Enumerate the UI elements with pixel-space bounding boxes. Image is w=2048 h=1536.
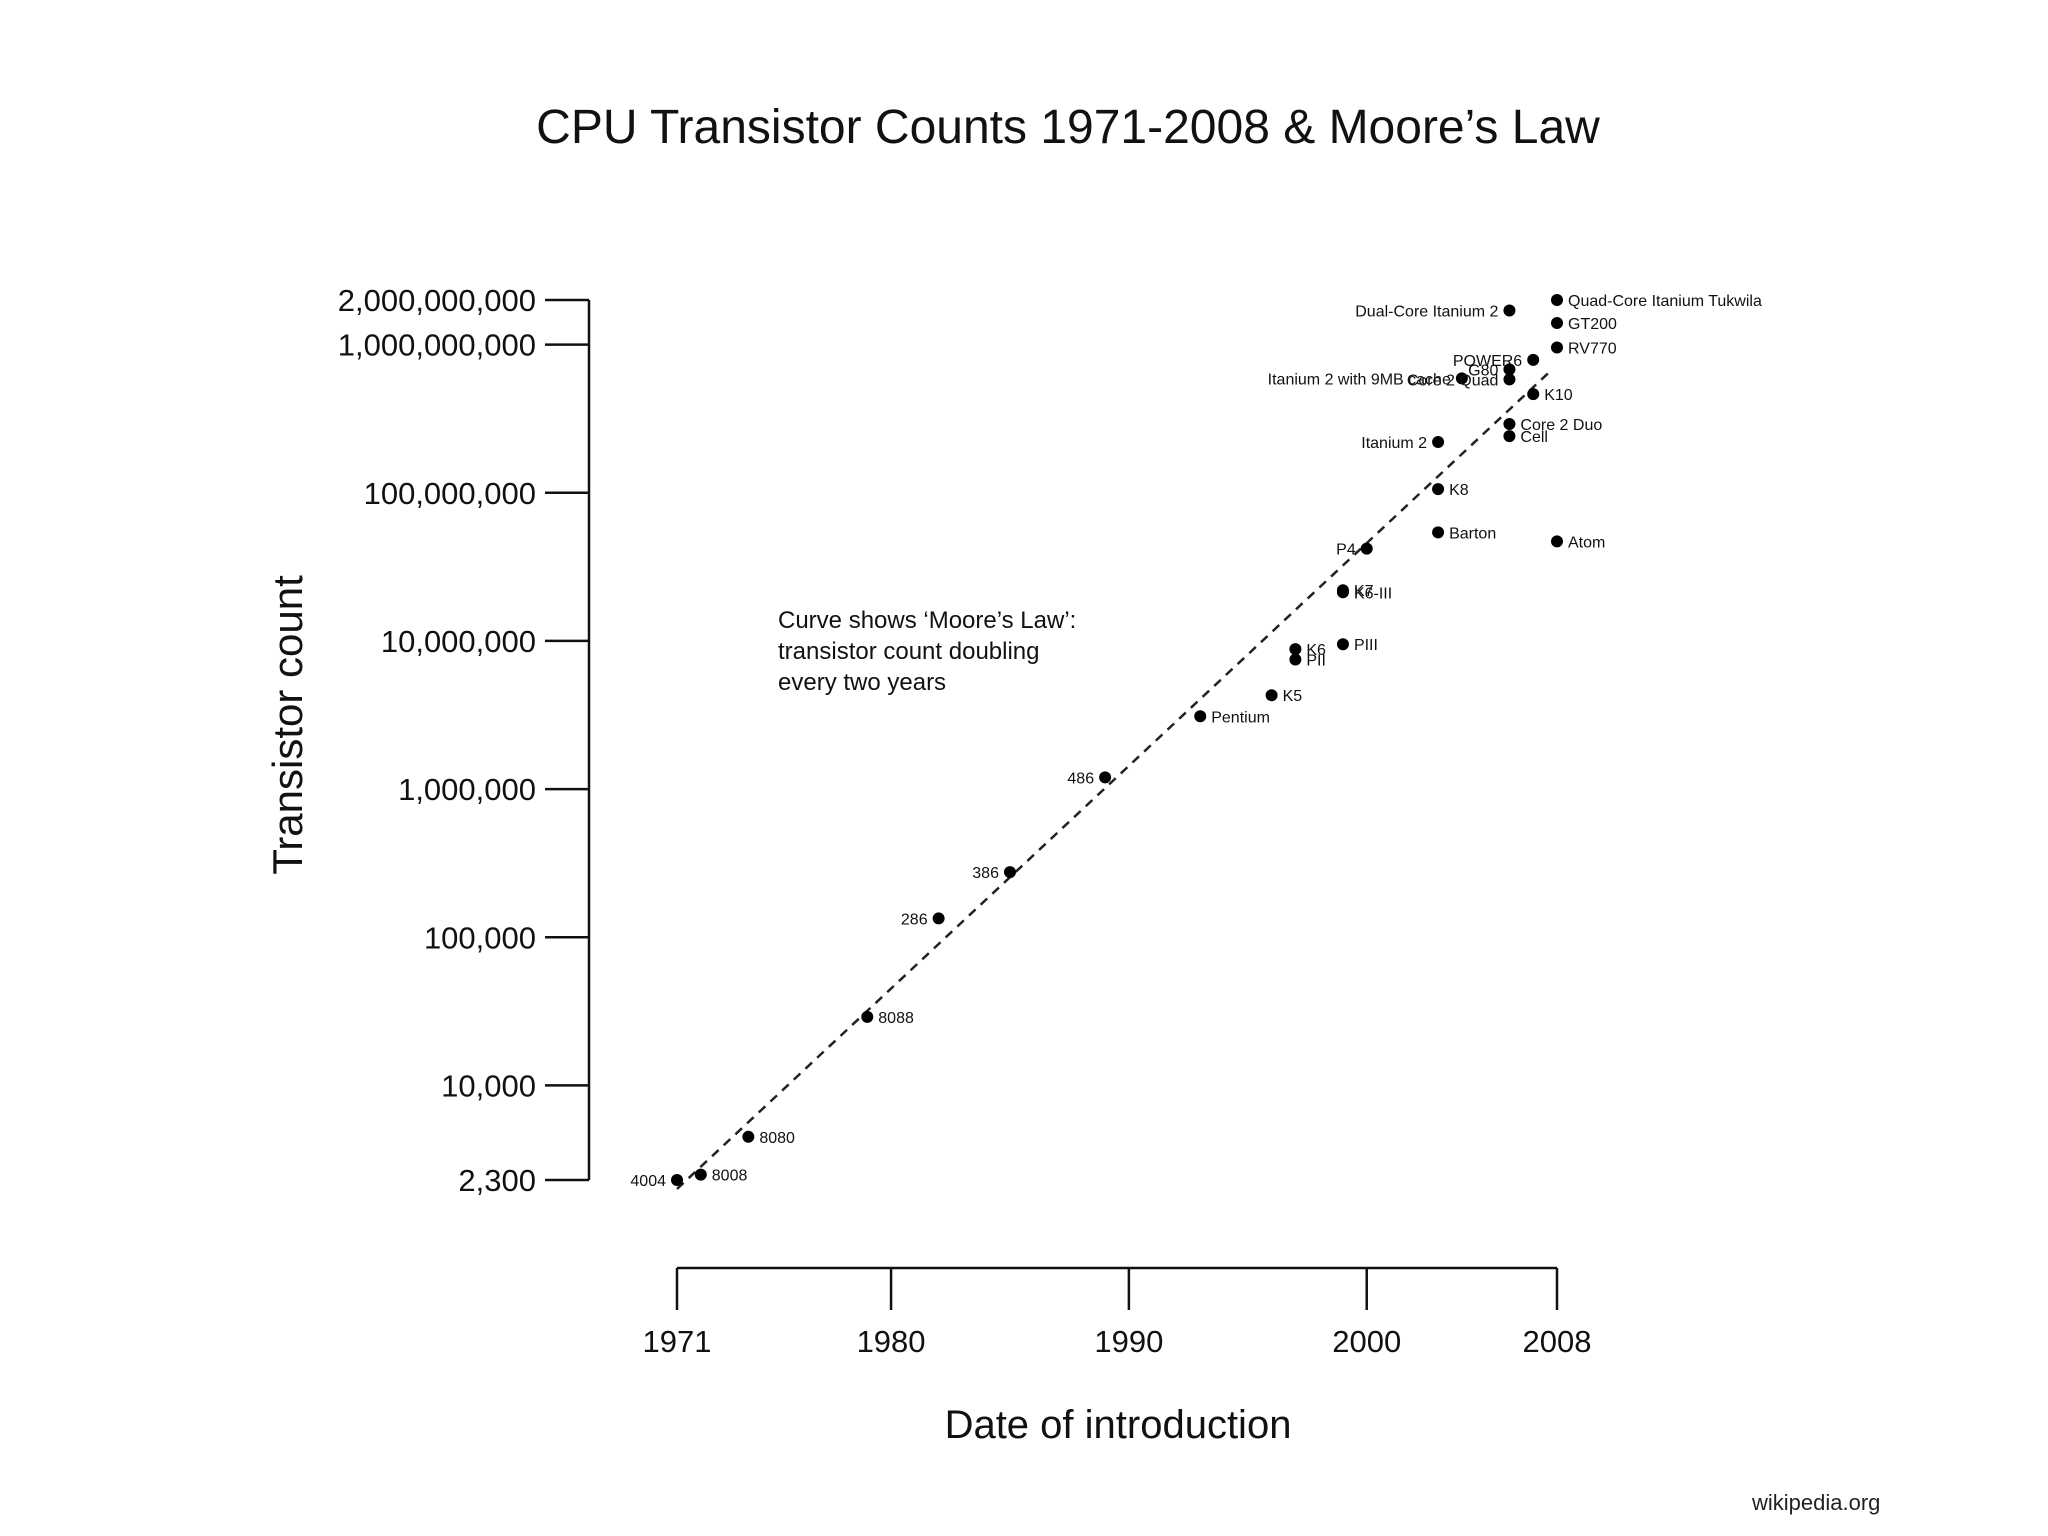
data-point-label: K8 xyxy=(1449,482,1469,499)
data-point xyxy=(1551,316,1563,329)
data-point-label: Itanium 2 xyxy=(1361,435,1427,452)
y-tick-label: 2,300 xyxy=(458,1163,536,1198)
y-tick-label: 100,000,000 xyxy=(364,476,536,511)
y-axis-label: Transistor count xyxy=(264,575,311,875)
data-point-label: K7 xyxy=(1354,583,1374,600)
data-point-label: 8008 xyxy=(712,1168,748,1185)
data-point-label: Itanium 2 with 9MB cache xyxy=(1268,371,1451,388)
data-point xyxy=(1003,866,1016,879)
data-point-label: 386 xyxy=(972,865,999,882)
data-point xyxy=(1099,771,1112,784)
x-tick-label: 1990 xyxy=(1094,1324,1163,1359)
data-point xyxy=(1503,430,1516,443)
x-tick-label: 1971 xyxy=(643,1324,712,1359)
data-point xyxy=(1551,294,1563,306)
data-point-label: Cell xyxy=(1520,429,1548,446)
data-point xyxy=(1336,638,1349,651)
data-point-label: 486 xyxy=(1067,770,1094,787)
data-point-label: GT200 xyxy=(1568,316,1617,333)
data-point-label: 8080 xyxy=(759,1130,795,1147)
data-point xyxy=(861,1010,874,1023)
data-point-label: Dual-Core Itanium 2 xyxy=(1355,303,1498,320)
data-point xyxy=(1503,304,1516,317)
moores-law-note-line-1: Curve shows ‘Moore’s Law’: xyxy=(778,607,1076,634)
data-point-label: Atom xyxy=(1568,534,1605,551)
data-point xyxy=(1503,418,1516,431)
y-tick-label: 1,000,000,000 xyxy=(338,328,536,363)
moores-law-trend-line xyxy=(676,368,1554,1190)
data-point-label: Quad-Core Itanium Tukwila xyxy=(1568,293,1762,310)
y-tick-label: 100,000 xyxy=(424,920,536,955)
data-point xyxy=(1432,483,1445,496)
y-tick-label: 10,000,000 xyxy=(381,624,536,659)
data-point-label: PII xyxy=(1306,652,1326,669)
data-point-label: K6-III xyxy=(1354,585,1392,602)
data-point xyxy=(1551,341,1563,354)
data-point xyxy=(671,1174,683,1186)
data-point-label: Core 2 Quad xyxy=(1407,372,1499,389)
data-point-label: K10 xyxy=(1544,387,1573,404)
data-point-label: 8088 xyxy=(878,1010,914,1027)
data-point xyxy=(1265,689,1278,702)
data-point xyxy=(742,1130,755,1143)
moores-law-note-line-2: transistor count doubling xyxy=(778,638,1040,665)
data-point xyxy=(1527,388,1540,401)
data-point-label: Core 2 Duo xyxy=(1520,417,1602,434)
data-point xyxy=(1551,535,1563,548)
data-point xyxy=(1503,363,1516,376)
data-point-label: Barton xyxy=(1449,525,1496,542)
data-point xyxy=(1527,353,1540,366)
data-point-label: RV770 xyxy=(1568,340,1617,357)
data-point xyxy=(1194,710,1207,723)
x-tick-label: 2008 xyxy=(1523,1324,1592,1359)
data-point xyxy=(1432,436,1445,449)
data-point xyxy=(1360,542,1373,555)
data-point xyxy=(1289,643,1302,656)
data-point-label: 4004 xyxy=(630,1173,666,1190)
y-tick-label: 2,000,000,000 xyxy=(338,283,536,318)
data-point-label: Pentium xyxy=(1211,709,1270,726)
y-tick-label: 10,000 xyxy=(441,1068,536,1103)
data-point xyxy=(932,912,945,925)
data-point-label: G80 xyxy=(1468,362,1498,379)
chart-title: CPU Transistor Counts 1971-2008 & Moore’… xyxy=(536,101,1600,154)
data-point xyxy=(694,1168,707,1181)
data-point xyxy=(1289,653,1302,666)
data-point xyxy=(1432,526,1445,539)
data-point-label: PIII xyxy=(1354,637,1378,654)
x-tick-label: 2000 xyxy=(1332,1324,1401,1359)
x-axis-ticks: 1971 1980 1990 2000 2008 xyxy=(643,1268,1592,1359)
moores-law-note-line-3: every two years xyxy=(778,669,946,696)
y-tick-label: 1,000,000 xyxy=(398,772,536,807)
data-point-label: K6 xyxy=(1306,642,1326,659)
data-point xyxy=(1503,373,1516,386)
x-axis-label: Date of introduction xyxy=(945,1403,1292,1447)
data-point-label: 286 xyxy=(901,911,928,928)
data-point-label: K5 xyxy=(1283,688,1303,705)
x-tick-label: 1980 xyxy=(857,1324,926,1359)
y-axis-ticks: 2,000,000,000 1,000,000,000 100,000,000 10,… xyxy=(338,283,589,1198)
data-point-label: P4 xyxy=(1336,542,1356,559)
source-credit: wikipedia.org xyxy=(1752,1490,1881,1515)
data-point xyxy=(1455,372,1468,385)
data-point xyxy=(1336,586,1349,599)
data-point-label: POWER6 xyxy=(1453,353,1522,370)
